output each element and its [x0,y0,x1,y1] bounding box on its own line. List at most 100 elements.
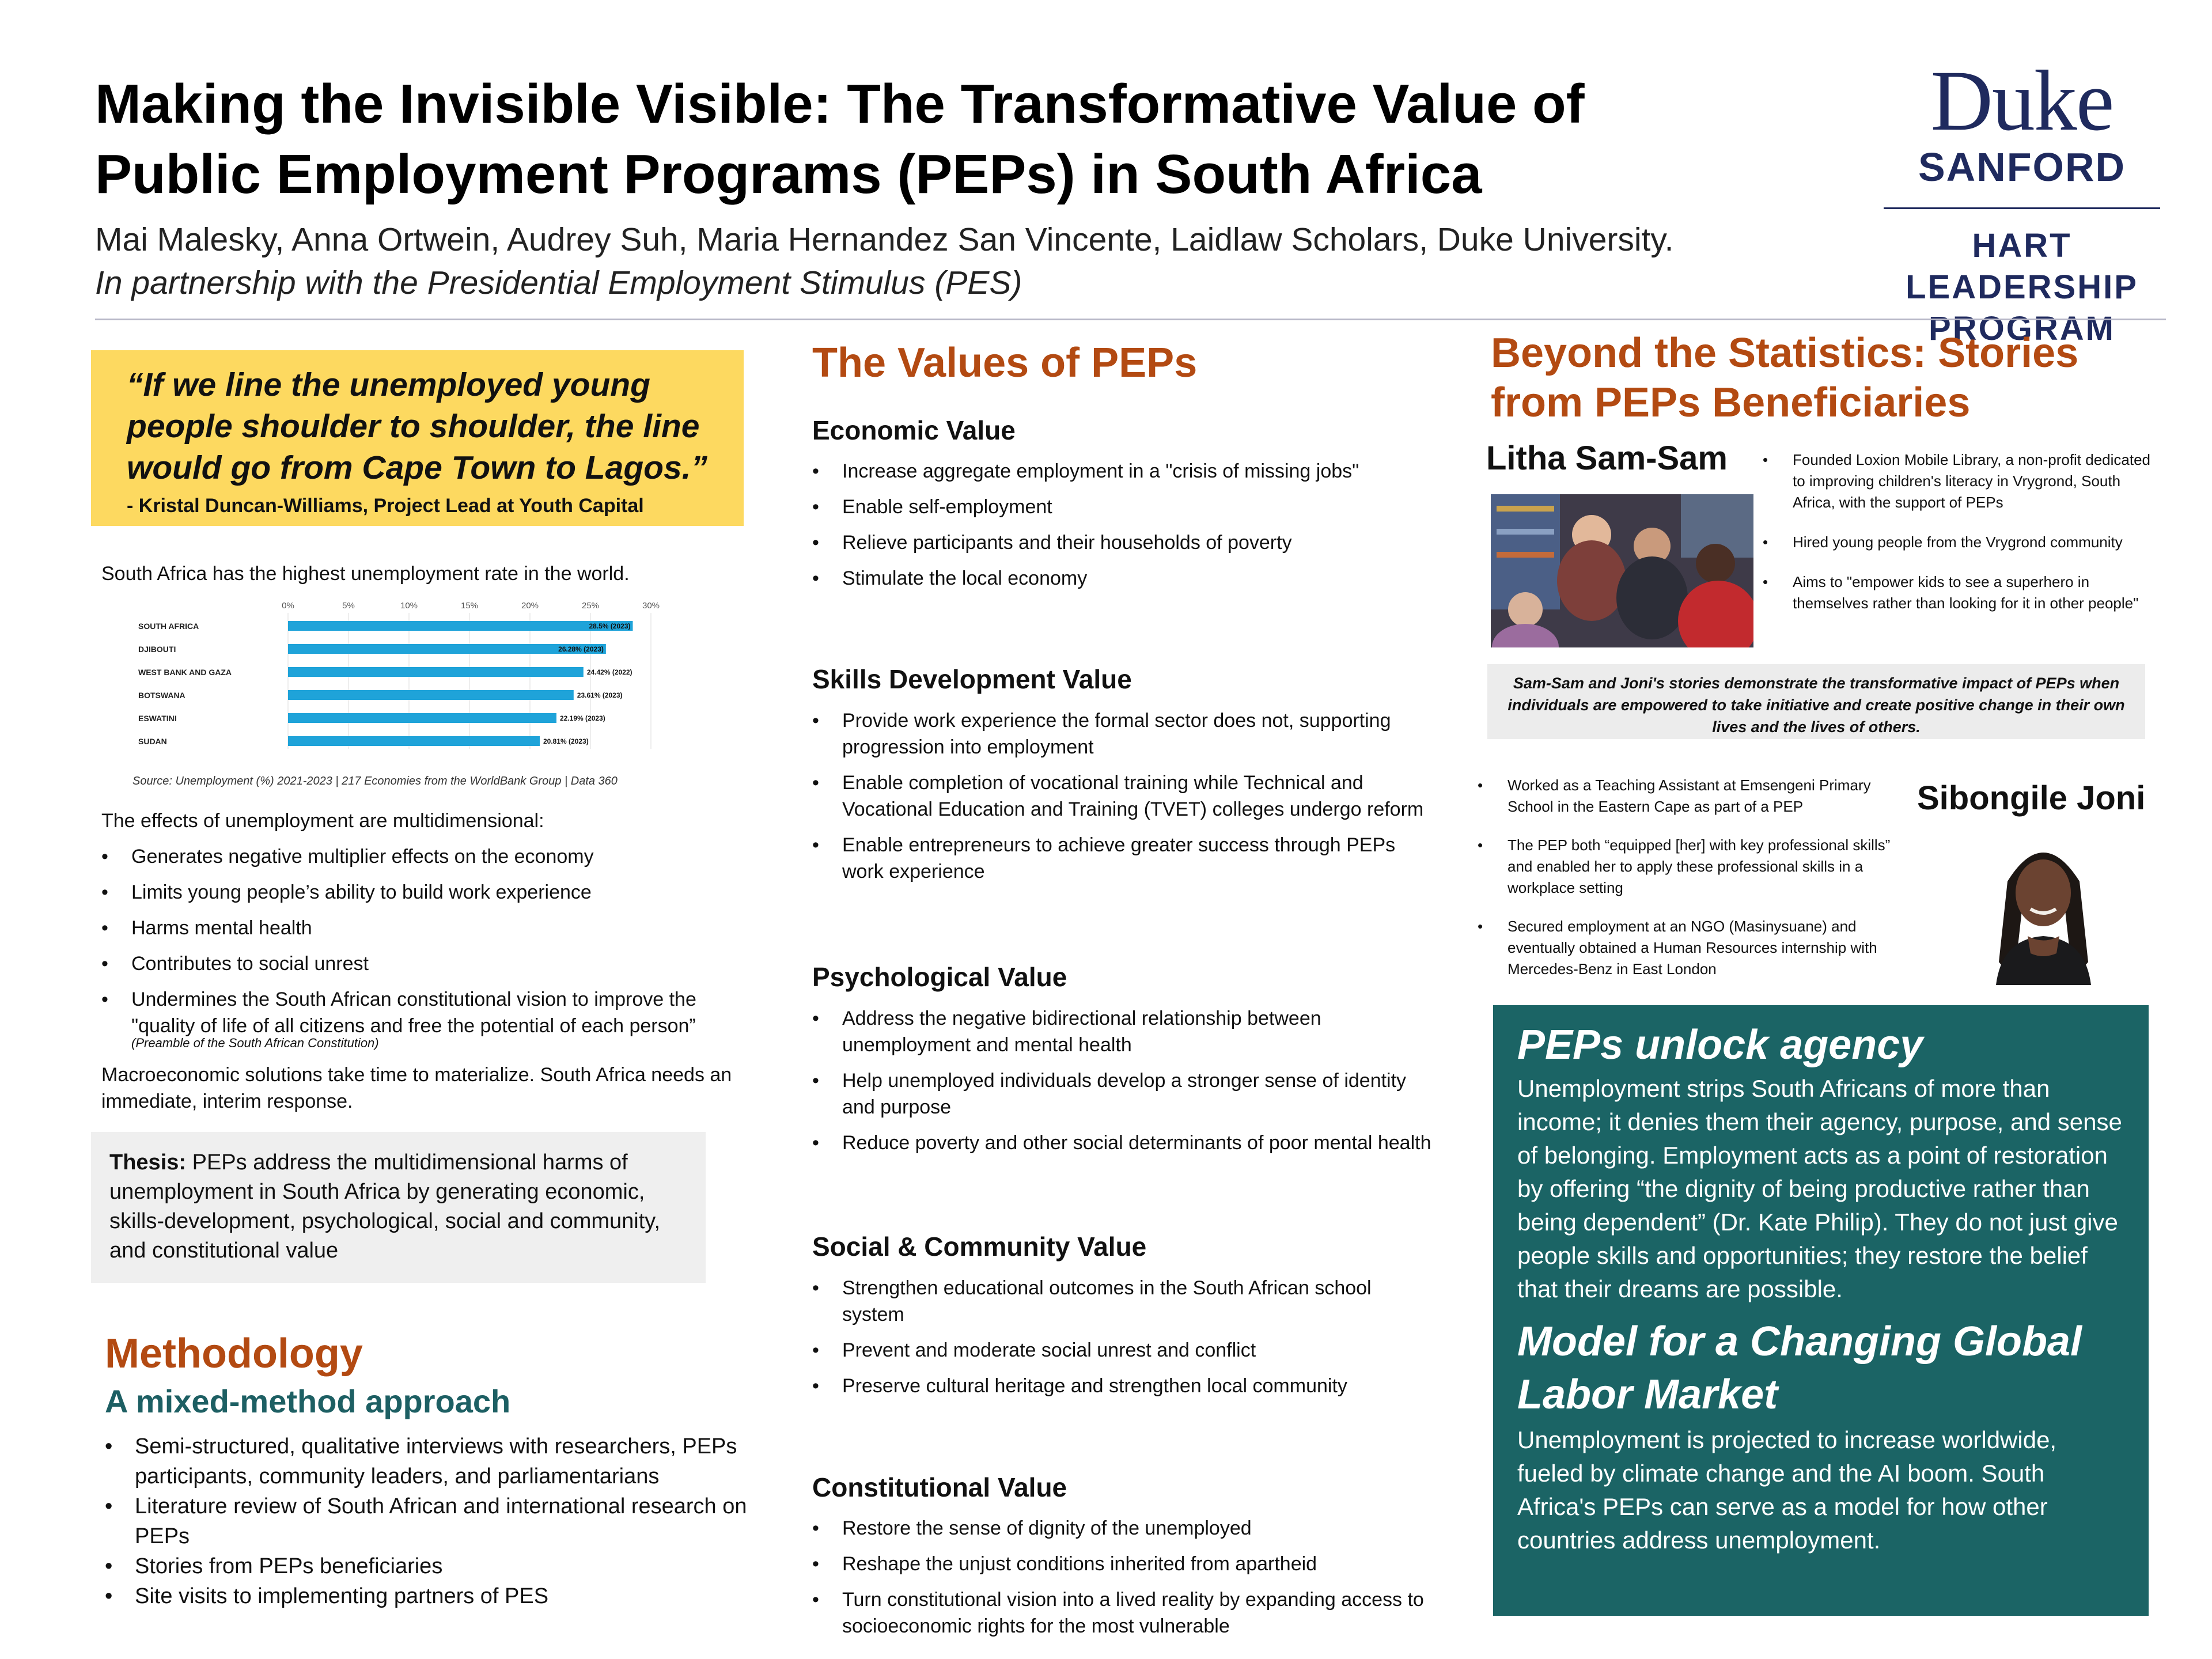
joni-photo [1973,830,2114,985]
thesis-box: Thesis: PEPs address the multidimensiona… [91,1132,706,1283]
bar [288,644,606,654]
list-item: Stories from PEPs beneficiaries [105,1551,756,1581]
litha-list: Founded Loxion Mobile Library, a non-pro… [1763,449,2160,632]
thesis-label: Thesis: [109,1150,187,1175]
category-label: SUDAN [138,737,167,746]
x-tick-label: 30% [642,601,660,611]
methodology-subheading: A mixed-method approach [105,1383,511,1419]
economic-list: Increase aggregate employment in a "cris… [812,458,1434,601]
data-label: 26.28% (2023) [558,645,604,653]
category-label: ESWATINI [138,714,177,723]
data-label: 22.19% (2023) [560,714,605,722]
list-item: Contributes to social unrest [101,950,747,977]
x-tick-label: 15% [461,601,478,611]
stories-summary: Sam-Sam and Joni's stories demonstrate t… [1487,664,2145,739]
library-group-photo [1491,494,1753,647]
list-item: Secured employment at an NGO (Masinysuan… [1478,916,1898,980]
logo-divider [1884,207,2160,209]
x-tick-label: 20% [521,601,539,611]
x-tick-label: 0% [282,601,294,611]
litha-photo [1491,494,1753,647]
constitution-note: (Preamble of the South African Constitut… [131,1036,379,1050]
list-item: Enable self-employment [812,494,1434,520]
x-tick-label: 5% [342,601,355,611]
section-title-psychological: Psychological Value [812,962,1067,992]
data-label: 28.5% (2023) [589,622,630,630]
macro-text: Macroeconomic solutions take time to mat… [101,1064,732,1112]
list-item: The PEP both “equipped [her] with key pr… [1478,835,1898,899]
litha-name: Litha Sam-Sam [1486,440,1728,477]
list-item-text: Undermines the South African constitutio… [131,988,696,1037]
logo-program-line1: HART LEADERSHIP [1906,227,2138,306]
logo-duke: Duke [1930,53,2115,149]
bar [288,736,540,746]
stories-heading: Beyond the Statistics: Stories from PEPs… [1491,330,2079,426]
constitutional-list: Restore the sense of dignity of the unem… [812,1515,1434,1649]
effects-list: Generates negative multiplier effects on… [101,843,747,1039]
section-title-constitutional: Constitutional Value [812,1472,1067,1502]
agency-heading: PEPs unlock agency [1517,1022,1923,1068]
section-title-skills: Skills Development Value [812,664,1132,694]
skills-list: Provide work experience the formal secto… [812,707,1434,894]
data-label: 20.81% (2023) [543,737,589,745]
list-item: Prevent and moderate social unrest and c… [812,1337,1434,1363]
chart-source: Source: Unemployment (%) 2021-2023 | 217… [132,775,618,787]
intro-text: South Africa has the highest unemploymen… [101,563,630,585]
list-item: Reduce poverty and other social determin… [812,1130,1434,1156]
section-title-social: Social & Community Value [812,1232,1147,1262]
data-label: 24.42% (2022) [587,668,632,676]
list-item: Address the negative bidirectional relat… [812,1005,1434,1058]
list-item: Help unemployed individuals develop a st… [812,1067,1434,1120]
list-item: Limits young people’s ability to build w… [101,879,747,906]
thesis-text: PEPs address the multidimensional harms … [109,1150,661,1263]
section-title-economic: Economic Value [812,415,1016,445]
data-label: 23.61% (2023) [577,691,623,699]
list-item: Enable entrepreneurs to achieve greater … [812,832,1434,885]
x-tick-label: 25% [582,601,599,611]
category-label: WEST BANK AND GAZA [138,668,232,677]
category-label: DJIBOUTI [138,645,176,654]
quote-attribution: - Kristal Duncan-Williams, Project Lead … [127,495,644,517]
list-item: Worked as a Teaching Assistant at Emseng… [1478,775,1898,817]
list-item: Increase aggregate employment in a "cris… [812,458,1434,484]
x-tick-label: 10% [400,601,418,611]
category-label: BOTSWANA [138,691,185,700]
psychological-list: Address the negative bidirectional relat… [812,1005,1434,1165]
methodology-heading: Methodology [105,1331,363,1377]
list-item: Restore the sense of dignity of the unem… [812,1515,1434,1541]
effects-intro: The effects of unemployment are multidim… [101,810,544,832]
authors: Mai Malesky, Anna Ortwein, Audrey Suh, M… [95,221,1674,258]
list-item: Provide work experience the formal secto… [812,707,1434,760]
bar [288,690,574,700]
duke-sanford-logo: Duke SANFORD HART LEADERSHIP PROGRAM [1861,58,2183,350]
methods-list: Semi-structured, qualitative interviews … [105,1431,756,1611]
partnership-line: In partnership with the Presidential Emp… [95,264,1022,301]
list-item: Preserve cultural heritage and strengthe… [812,1373,1434,1399]
social-list: Strengthen educational outcomes in the S… [812,1275,1434,1408]
list-item: Literature review of South African and i… [105,1491,756,1551]
list-item: Stimulate the local economy [812,565,1434,592]
list-item: Hired young people from the Vrygrond com… [1763,532,2160,553]
bar [288,713,556,723]
poster-title: Making the Invisible Visible: The Transf… [95,73,1585,205]
list-item: Relieve participants and their household… [812,529,1434,556]
header-divider [95,319,2166,320]
quote-text: “If we line the unemployed young people … [127,366,707,486]
agency-text: Unemployment strips South Africans of mo… [1517,1075,2122,1302]
model-text: Unemployment is projected to increase wo… [1517,1426,2057,1554]
list-item: Semi-structured, qualitative interviews … [105,1431,756,1491]
joni-name: Sibongile Joni [1917,779,2146,817]
portrait-photo [1973,830,2114,985]
logo-program-line2: PROGRAM [1929,310,2115,347]
list-item: Aims to "empower kids to see a superhero… [1763,571,2160,614]
values-heading: The Values of PEPs [812,340,1198,386]
list-item: Enable completion of vocational training… [812,770,1434,823]
list-item: Undermines the South African constitutio… [101,986,747,1039]
list-item: Site visits to implementing partners of … [105,1581,756,1611]
quote-box: “If we line the unemployed young people … [91,350,744,526]
unemployment-bar-chart: 0% 5% 10% 15% 20% 25% 30% SOUTH AFRICA 28.5% (20… [138,601,660,749]
list-item: Turn constitutional vision into a lived … [812,1586,1434,1639]
category-label: SOUTH AFRICA [138,622,199,631]
list-item: Strengthen educational outcomes in the S… [812,1275,1434,1328]
list-item: Generates negative multiplier effects on… [101,843,747,870]
